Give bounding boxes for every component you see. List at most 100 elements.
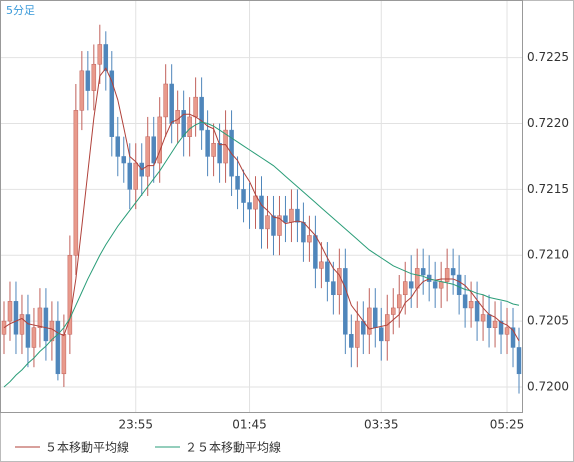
candle-body xyxy=(337,268,342,296)
candle-body xyxy=(498,320,504,335)
candle-body xyxy=(193,96,198,118)
candle-body xyxy=(217,143,222,164)
candle-body xyxy=(85,70,91,91)
candle-body xyxy=(133,162,138,190)
candle-body xyxy=(37,307,43,328)
y-tick-label: 0.7205 xyxy=(527,314,569,328)
candle-body xyxy=(373,307,378,328)
candle-body xyxy=(343,268,348,335)
candle-body xyxy=(163,83,168,118)
legend-label: ５本移動平均線 xyxy=(45,440,129,455)
candle-body xyxy=(247,202,252,210)
candle-body xyxy=(43,307,49,342)
candle-body xyxy=(474,301,480,322)
x-tick-label: 03:35 xyxy=(364,418,399,432)
candle-body xyxy=(181,110,186,137)
candle-body xyxy=(265,215,270,230)
candle-body xyxy=(7,301,13,322)
candle-body xyxy=(79,70,85,111)
y-tick-label: 0.7220 xyxy=(527,116,569,130)
x-tick-label: 01:45 xyxy=(232,418,267,432)
candle-body xyxy=(97,44,103,65)
candle-body xyxy=(283,215,288,223)
candle-body xyxy=(175,110,180,124)
y-tick-label: 0.7215 xyxy=(527,182,569,196)
candle-body xyxy=(151,136,156,164)
candle-body xyxy=(187,116,192,137)
candle-body xyxy=(510,327,516,348)
candle-body xyxy=(468,301,474,309)
candle-body xyxy=(277,215,282,236)
candle-body xyxy=(390,307,396,315)
y-tick-label: 0.7210 xyxy=(527,248,569,262)
candle-body xyxy=(145,136,150,177)
timeframe-label: 5分足 xyxy=(6,4,35,17)
candle-body xyxy=(450,268,456,276)
candle-body xyxy=(19,314,25,335)
y-tick-label: 0.7225 xyxy=(527,50,569,64)
candle-body xyxy=(49,320,55,342)
candle-body xyxy=(73,110,79,256)
candle-body xyxy=(420,268,426,276)
moving-average-line xyxy=(3,121,520,388)
candle-body xyxy=(61,334,67,375)
candle-body xyxy=(199,96,204,131)
candle-body xyxy=(492,320,498,328)
candle-body xyxy=(325,261,330,282)
candle-body xyxy=(444,268,450,282)
candle-body xyxy=(25,314,31,348)
candle-body xyxy=(121,156,127,164)
candle-body xyxy=(241,189,246,203)
y-tick-label: 0.7200 xyxy=(527,379,569,393)
candle-body xyxy=(289,208,294,223)
candle-body xyxy=(385,314,390,342)
candle-body xyxy=(456,274,462,296)
candle-body xyxy=(402,281,408,296)
candle-body xyxy=(438,281,444,289)
candle-body xyxy=(349,334,354,348)
candle-body xyxy=(516,347,522,375)
candle-body xyxy=(127,162,133,190)
candle-body xyxy=(31,327,37,348)
candle-body xyxy=(103,44,109,72)
candle-body xyxy=(115,136,121,157)
plot-area xyxy=(0,0,523,413)
legend-label: ２５本移動平均線 xyxy=(185,440,281,455)
candle-body xyxy=(480,314,486,322)
candle-body xyxy=(432,281,438,289)
candle-body xyxy=(109,70,115,137)
x-tick-label: 23:55 xyxy=(118,418,153,432)
candle-body xyxy=(301,222,306,243)
candle-body xyxy=(313,235,318,269)
candle-body xyxy=(253,195,258,210)
candle-body xyxy=(355,320,360,348)
candle-body xyxy=(157,116,162,164)
candle-body xyxy=(367,307,372,335)
candle-body xyxy=(319,261,324,269)
candle-body xyxy=(169,83,174,124)
candle-body xyxy=(307,235,312,243)
candle-body xyxy=(1,320,7,335)
candle-body xyxy=(55,320,61,375)
candle-body xyxy=(205,129,210,157)
candle-body xyxy=(396,294,402,309)
candle-body xyxy=(295,208,300,223)
candle-body xyxy=(379,327,384,342)
candle-body xyxy=(235,175,240,190)
candle-body xyxy=(271,215,276,236)
candle-body xyxy=(13,301,19,335)
candle-body xyxy=(223,129,228,164)
candle-body xyxy=(91,63,97,91)
candle-body xyxy=(486,314,492,328)
candle-body xyxy=(259,195,264,230)
x-tick-label: 05:25 xyxy=(490,418,525,432)
candle-body xyxy=(462,294,468,309)
candle-body xyxy=(414,268,420,289)
candle-body xyxy=(67,254,73,335)
candle-body xyxy=(408,281,414,289)
candle-body xyxy=(211,143,216,157)
candle-body xyxy=(331,281,336,296)
candle-body xyxy=(504,327,510,335)
